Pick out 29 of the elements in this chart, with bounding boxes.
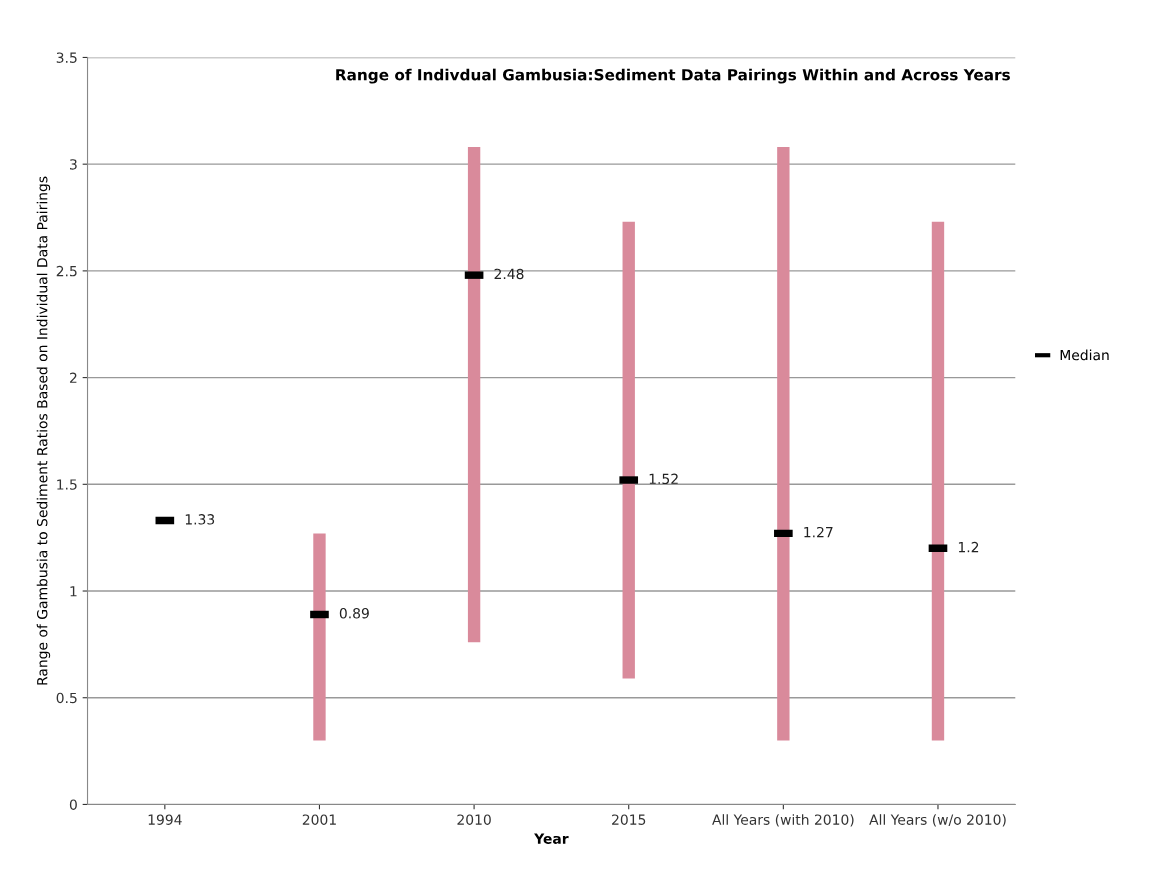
y-tick-label: 3.5 xyxy=(56,52,77,63)
y-tick-label: 2 xyxy=(69,372,77,383)
y-axis-title: Range of Gambusia to Sediment Ratios Based on Individual Data Pairings xyxy=(36,176,51,685)
bar xyxy=(777,147,790,741)
bar xyxy=(467,147,481,643)
data-label: 1.27 xyxy=(804,526,833,538)
legend-label: Median xyxy=(1060,349,1109,361)
x-tick-label: 2015 xyxy=(612,814,646,825)
x-tick-label: All Years (with 2010) xyxy=(712,814,854,827)
data-label: 1.2 xyxy=(958,541,979,553)
x-axis-title: Year xyxy=(534,833,569,844)
x-tick-label: All Years (w/o 2010) xyxy=(869,814,1006,827)
data-label: 0.89 xyxy=(339,608,369,619)
bar xyxy=(931,221,945,741)
bar xyxy=(622,221,635,679)
y-tick-label: 0 xyxy=(69,799,77,810)
data-label: 2.48 xyxy=(494,268,524,280)
y-tick-label: 1 xyxy=(70,586,77,597)
y-tick-label: 0.5 xyxy=(56,692,77,704)
data-label: 1.52 xyxy=(649,473,678,485)
bar xyxy=(313,533,326,741)
text: Range of Indivdual Gambusia:Sediment Data Pairings Within and Across Years xyxy=(336,68,1010,84)
y-tick-label: 1.5 xyxy=(57,479,77,490)
y-tick-label: 3 xyxy=(70,159,77,170)
x-tick-label: 2010 xyxy=(457,814,491,825)
data-label: 1.33 xyxy=(185,514,215,525)
y-tick-label: 2.5 xyxy=(56,265,77,277)
x-tick-label: 2001 xyxy=(302,814,336,825)
x-tick-label: 1994 xyxy=(148,814,182,825)
